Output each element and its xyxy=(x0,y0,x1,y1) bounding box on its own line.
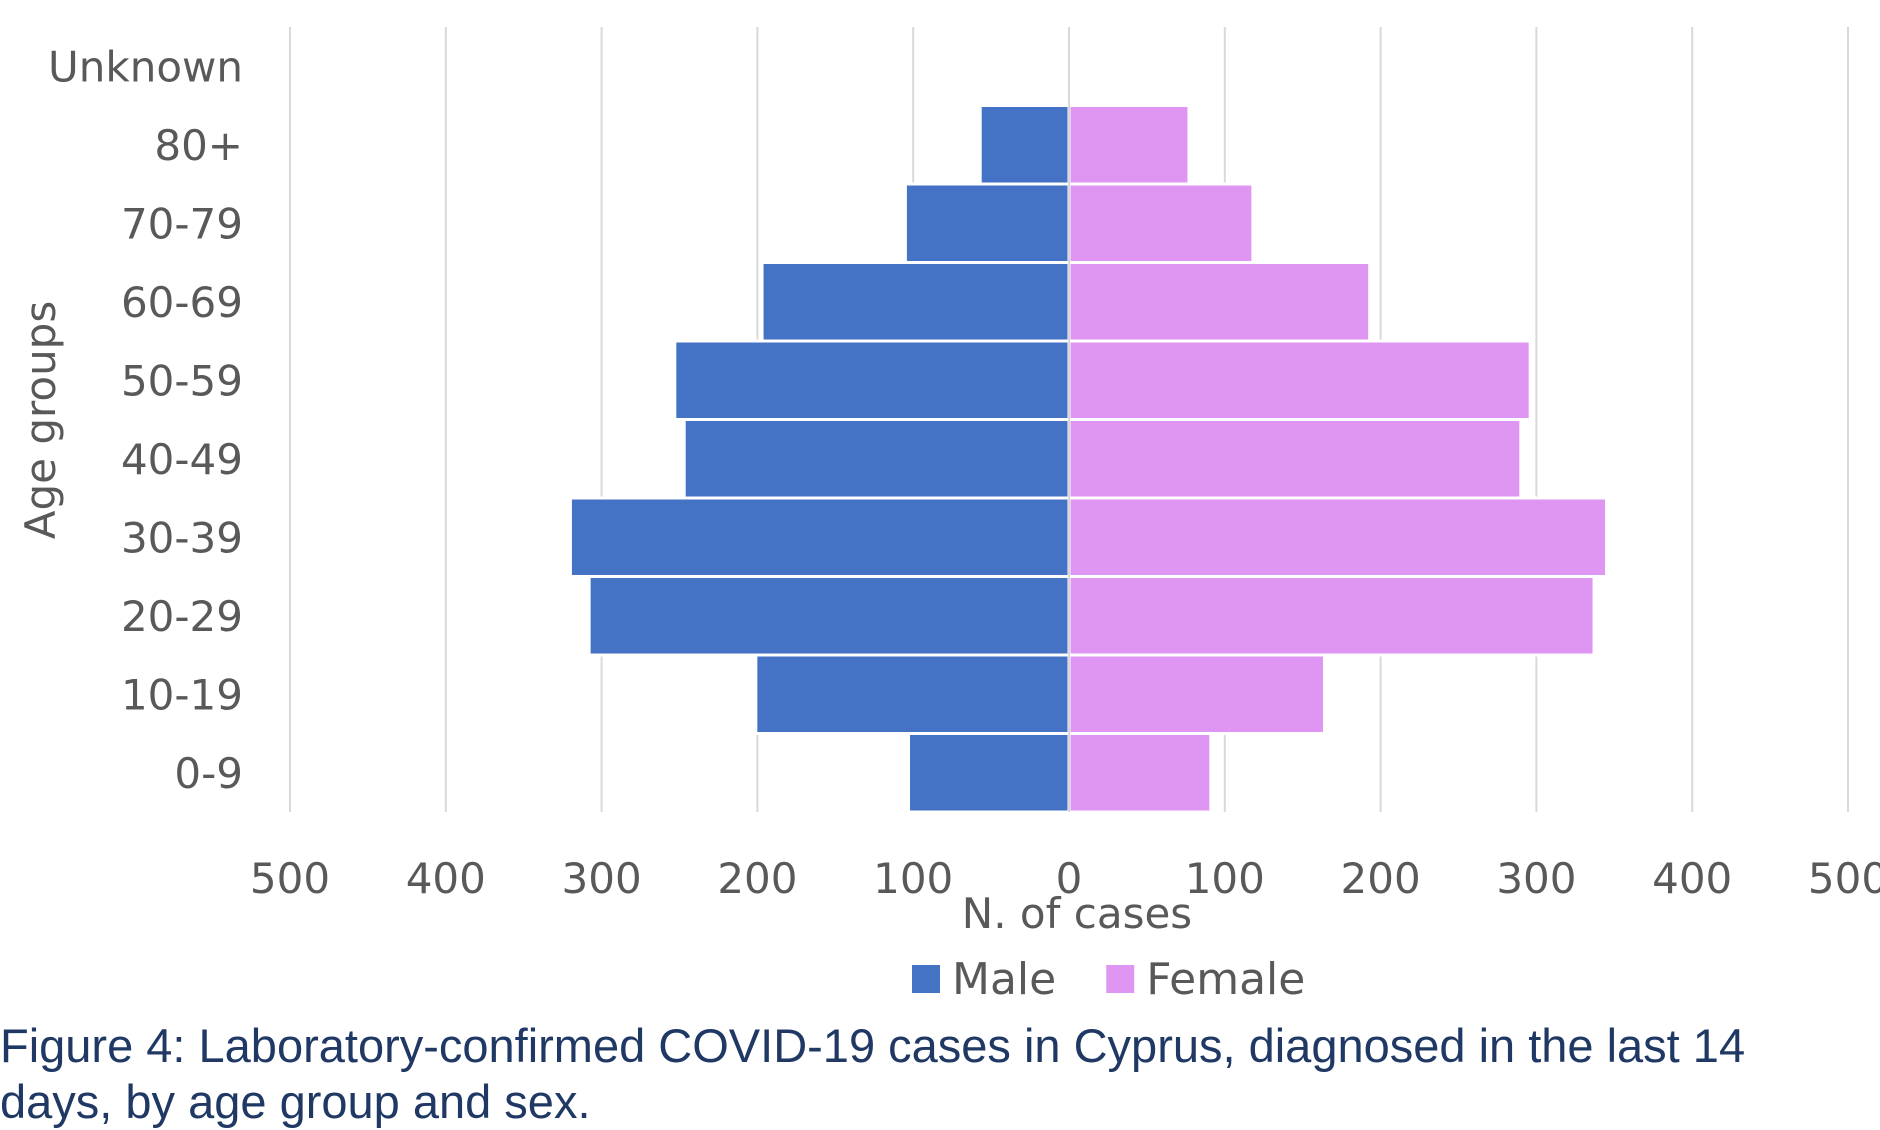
y-tick-label: 20-29 xyxy=(121,592,243,641)
legend-label: Female xyxy=(1146,954,1305,1005)
x-tick-label: 300 xyxy=(1496,854,1576,903)
female-bar-10-19 xyxy=(1067,653,1327,735)
y-tick-label: 10-19 xyxy=(121,670,243,719)
x-tick-label: 200 xyxy=(717,854,797,903)
male-bar-10-19 xyxy=(754,653,1071,735)
female-bar-80+ xyxy=(1067,104,1191,186)
y-tick-label: 70-79 xyxy=(121,199,243,248)
bars xyxy=(568,25,1609,814)
y-axis-title: Age groups xyxy=(16,301,65,539)
y-tick-label: 60-69 xyxy=(121,278,243,327)
x-tick-label: 500 xyxy=(250,854,330,903)
female-bar-0-9 xyxy=(1067,732,1213,814)
female-bar-70-79 xyxy=(1067,182,1255,264)
female-bar-50-59 xyxy=(1067,339,1532,421)
population-pyramid-chart: 0-9 10-19 20-29 30-39 40-49 50-59 60-69 70-79 80… xyxy=(16,25,1880,1005)
legend-swatch xyxy=(912,965,940,993)
y-tick-label: 30-39 xyxy=(121,513,243,562)
legend: Male Female xyxy=(912,954,1305,1005)
y-tick-label: 50-59 xyxy=(121,356,243,405)
legend-label: Male xyxy=(952,954,1056,1005)
x-tick-label: 0 xyxy=(1056,854,1083,903)
figure-caption: Figure 4: Laboratory-confirmed COVID-19 … xyxy=(0,1019,1746,1128)
x-tick-label: 400 xyxy=(1652,854,1732,903)
x-tick-label: 200 xyxy=(1341,854,1421,903)
female-bar-60-69 xyxy=(1067,261,1372,343)
x-tick-label: 100 xyxy=(1185,854,1265,903)
y-tick-label: 80+ xyxy=(154,121,243,170)
y-tick-label: 40-49 xyxy=(121,435,243,484)
x-tick-label: 400 xyxy=(406,854,486,903)
x-tick-labels: 500 400 300 200 100 0 100 200 300 400 500 xyxy=(250,854,1880,903)
x-tick-label: 300 xyxy=(562,854,642,903)
female-bar-20-29 xyxy=(1067,575,1596,657)
male-bar-80+ xyxy=(978,104,1071,186)
male-bar-60-69 xyxy=(760,261,1071,343)
y-tick-label: Unknown xyxy=(48,42,243,91)
y-tick-labels: 0-9 10-19 20-29 30-39 40-49 50-59 60-69 70-79 80… xyxy=(48,42,243,798)
female-bar-40-49 xyxy=(1067,418,1523,500)
male-bar-30-39 xyxy=(568,496,1071,578)
x-tick-label: 100 xyxy=(873,854,953,903)
x-tick-label: 500 xyxy=(1808,854,1880,903)
y-tick-label: 0-9 xyxy=(174,749,243,798)
male-bar-50-59 xyxy=(673,339,1071,421)
male-bar-40-49 xyxy=(682,418,1071,500)
male-bar-20-29 xyxy=(587,575,1071,657)
x-axis-title: N. of cases xyxy=(962,889,1192,938)
male-bar-70-79 xyxy=(903,182,1071,264)
male-bar-0-9 xyxy=(907,732,1071,814)
female-bar-30-39 xyxy=(1067,496,1609,578)
legend-swatch xyxy=(1106,965,1135,993)
